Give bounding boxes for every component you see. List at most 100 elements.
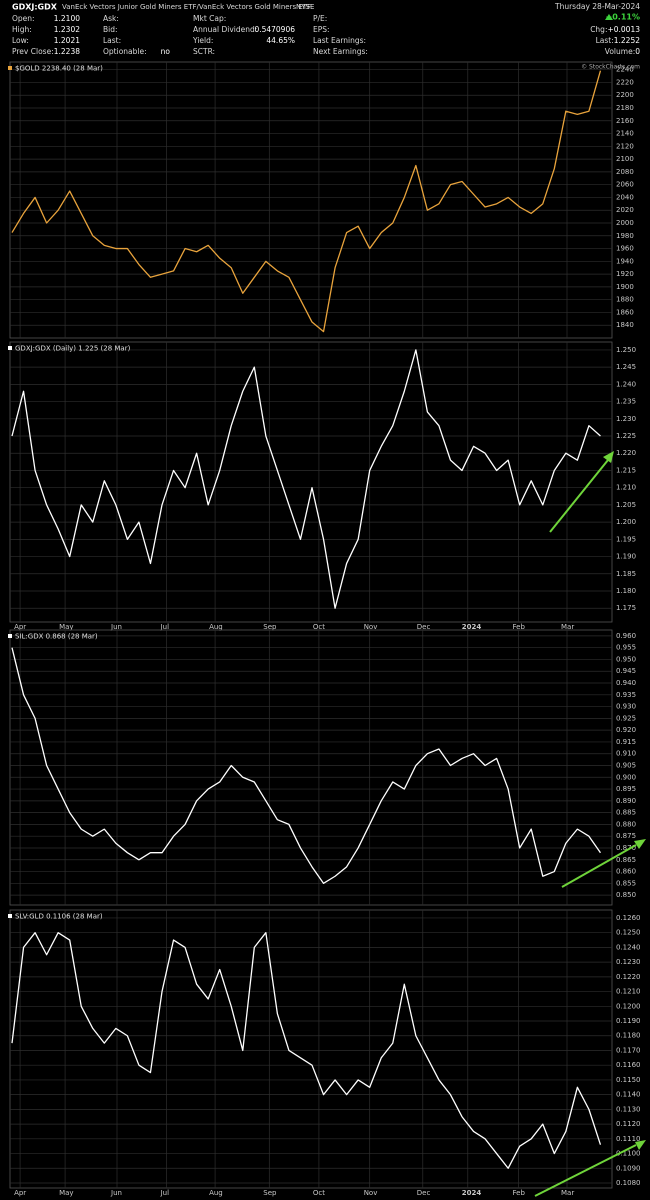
- x-tick-label: Apr: [14, 623, 26, 631]
- y-tick-label: 0.950: [616, 655, 636, 663]
- trend-arrow: [561, 844, 637, 888]
- panel-frame: [9, 341, 613, 623]
- y-tick-label: 2080: [616, 168, 634, 176]
- y-tick-label: 2060: [616, 181, 634, 189]
- field-value: +0.0013: [607, 25, 640, 34]
- y-tick-label: 0.860: [616, 868, 636, 876]
- y-tick-label: 0.1180: [616, 1032, 641, 1040]
- x-tick-label: Aug: [209, 1189, 223, 1197]
- arrow-head: [603, 451, 614, 463]
- panel: 0.1080 0.1090 0.1100 0.1110 0.1120 0.1130 0.11…: [8, 909, 641, 1197]
- legend-swatch: [8, 66, 12, 70]
- y-tick-label: 0.920: [616, 726, 636, 734]
- field-label: P/E:: [313, 14, 327, 23]
- y-tick-label: 0.1220: [616, 973, 641, 981]
- y-tick-label: 0.1100: [616, 1150, 641, 1158]
- y-tick-label: 0.885: [616, 809, 636, 817]
- field-label: Volume:: [605, 47, 635, 56]
- x-tick-label: Aug: [209, 623, 223, 631]
- field: Last:1.2252: [596, 36, 641, 45]
- field-label: Open:: [12, 14, 35, 23]
- y-tick-label: 0.865: [616, 856, 636, 864]
- panel-frame: [9, 629, 613, 906]
- field-label: Ask:: [103, 14, 119, 23]
- y-tick-label: 1940: [616, 257, 634, 265]
- y-tick-label: 0.1250: [616, 929, 641, 937]
- panel-title: SIL:GDX 0.868 (28 Mar): [15, 633, 98, 641]
- series-line: [11, 70, 602, 333]
- trend-arrow: [549, 459, 609, 533]
- field-label: Next Earnings:: [313, 47, 368, 56]
- arrow-head: [635, 1140, 646, 1150]
- panel: 1840 1860 1880 1900 1920 1940 1960 1980 2000 2020…: [8, 61, 634, 339]
- y-tick-label: 1.205: [616, 501, 636, 509]
- x-tick-label: Jul: [160, 623, 170, 631]
- x-tick-label: May: [59, 1189, 73, 1197]
- y-tick-label: 1980: [616, 232, 634, 240]
- y-tick-label: 0.1080: [616, 1179, 641, 1187]
- y-tick-label: 1880: [616, 296, 634, 304]
- y-tick-label: 0.1260: [616, 914, 641, 922]
- x-tick-label: May: [59, 623, 73, 631]
- field-value: no: [161, 47, 171, 56]
- panel-frame: [9, 61, 613, 339]
- y-tick-label: 0.960: [616, 632, 636, 640]
- y-tick-label: 2220: [616, 78, 634, 86]
- x-tick-label: Sep: [263, 623, 277, 631]
- x-tick-label: Jun: [110, 623, 122, 631]
- panel-title: $GOLD 2238.40 (28 Mar): [15, 65, 103, 73]
- y-tick-label: 0.1110: [616, 1135, 641, 1143]
- field-value: 0.5470906: [254, 25, 295, 34]
- field-value: 1.2252: [614, 36, 640, 45]
- y-tick-label: 0.925: [616, 714, 636, 722]
- field-label: SCTR:: [193, 47, 215, 56]
- y-tick-label: 0.855: [616, 879, 636, 887]
- y-tick-label: 1.175: [616, 604, 636, 612]
- y-tick-label: 0.1120: [616, 1120, 641, 1128]
- y-tick-label: 0.915: [616, 738, 636, 746]
- y-tick-label: 2140: [616, 130, 634, 138]
- y-tick-label: 0.870: [616, 844, 636, 852]
- y-tick-label: 0.1240: [616, 943, 641, 951]
- field-label: Annual Dividend:: [193, 25, 257, 34]
- date: Thursday 28-Mar-2024: [554, 2, 640, 11]
- y-tick-label: 0.880: [616, 820, 636, 828]
- y-tick-label: 0.930: [616, 703, 636, 711]
- y-tick-label: 0.1130: [616, 1105, 641, 1113]
- change-pct: +0.11%: [606, 13, 640, 22]
- x-tick-label: Mar: [561, 623, 574, 631]
- y-tick-label: 0.945: [616, 667, 636, 675]
- field-label: Last:: [596, 36, 614, 45]
- x-tick-label: Sep: [263, 1189, 277, 1197]
- x-tick-label: Jul: [160, 1189, 170, 1197]
- y-tick-label: 2100: [616, 155, 634, 163]
- trend-arrow: [534, 1144, 637, 1197]
- header: GDXJ:GDX VanEck Vectors Junior Gold Mine…: [12, 2, 640, 71]
- y-tick-label: 1.250: [616, 346, 636, 354]
- y-tick-label: 0.1150: [616, 1076, 641, 1084]
- field-label: Optionable:: [103, 47, 147, 56]
- x-tick-label: 2024: [462, 623, 482, 631]
- legend-swatch: [8, 346, 12, 350]
- y-tick-label: 2020: [616, 206, 634, 214]
- field-label: Mkt Cap:: [193, 14, 226, 23]
- x-tick-label: Oct: [313, 623, 325, 631]
- x-tick-label: Feb: [513, 1189, 526, 1197]
- panel-title: GDXJ:GDX (Daily) 1.225 (28 Mar): [15, 345, 131, 353]
- y-tick-label: 0.1160: [616, 1061, 641, 1069]
- y-tick-label: 1.210: [616, 484, 636, 492]
- y-tick-label: 1.200: [616, 518, 636, 526]
- y-tick-label: 1.220: [616, 449, 636, 457]
- x-tick-label: Oct: [313, 1189, 325, 1197]
- y-tick-label: 1.180: [616, 587, 636, 595]
- x-tick-label: Nov: [364, 623, 378, 631]
- y-tick-label: 2240: [616, 66, 634, 74]
- legend-swatch: [8, 914, 12, 918]
- field-value: 0: [635, 47, 640, 56]
- y-tick-label: 0.905: [616, 761, 636, 769]
- x-tick-label: 2024: [462, 1189, 482, 1197]
- series-line: [11, 647, 601, 884]
- field-label: Last Earnings:: [313, 36, 366, 45]
